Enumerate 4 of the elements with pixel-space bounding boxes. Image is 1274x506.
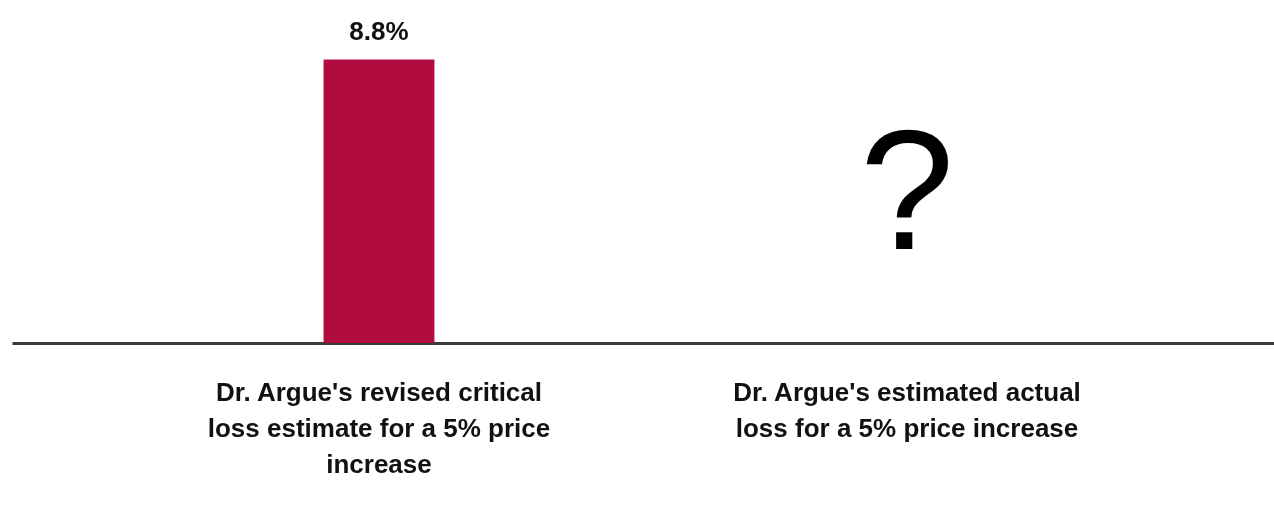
x-tick-label: Dr. Argue's estimated actual loss for a 5% price increase: [733, 376, 1081, 443]
data-label: 8.8%: [349, 16, 409, 47]
x-tick-label: Dr. Argue's revised critical loss estimate for a 5% price increase: [207, 376, 551, 479]
annotation: ?: [859, 95, 955, 285]
